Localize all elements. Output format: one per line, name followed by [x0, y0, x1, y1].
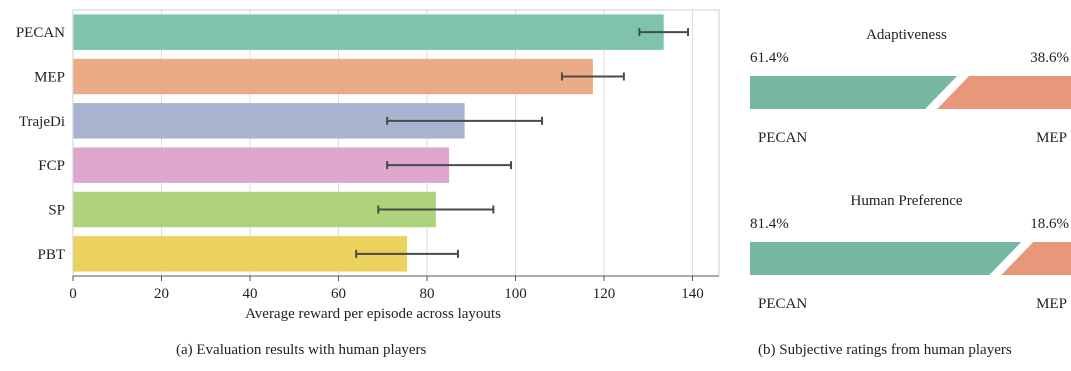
x-tick-label: 60 — [331, 286, 346, 302]
rating-panel-human-preference: Human Preference 81.4% 18.6% PECAN MEP — [750, 193, 1071, 312]
category-label: FCP — [38, 158, 65, 174]
bar-pecan — [73, 14, 664, 50]
category-label: PBT — [37, 247, 65, 263]
rating-title: Human Preference — [850, 193, 962, 209]
right-name-label: MEP — [1036, 296, 1067, 312]
category-label: PECAN — [16, 25, 65, 41]
right-percent-label: 18.6% — [1030, 216, 1069, 232]
left-name-label: PECAN — [758, 130, 807, 146]
x-tick-label: 120 — [593, 286, 616, 302]
bar-sp — [73, 191, 436, 228]
error-bar-fcp — [386, 161, 513, 170]
x-tick-label: 100 — [504, 286, 527, 302]
bar-pbt — [73, 236, 408, 272]
left-percent-label: 81.4% — [750, 216, 789, 232]
left-name-label: PECAN — [758, 296, 807, 312]
rating-bar-pecan — [750, 242, 1022, 275]
category-label: SP — [48, 203, 65, 219]
x-tick-label: 140 — [681, 286, 704, 302]
evaluation-bar-chart: PECAN MEP TrajeDi FCP SP PBT 0 20 40 60 80 100 120 14… — [16, 9, 720, 322]
right-percent-label: 38.6% — [1030, 50, 1069, 66]
x-tick-label: 0 — [69, 286, 77, 302]
x-tick-label: 40 — [242, 286, 257, 302]
x-axis-title: Average reward per episode across layout… — [245, 306, 501, 322]
rating-title: Adaptiveness — [866, 27, 947, 43]
error-bar-sp — [377, 205, 495, 214]
left-percent-label: 61.4% — [750, 50, 789, 66]
x-tick-label: 80 — [419, 286, 434, 302]
rating-bar-mep — [937, 76, 1071, 109]
bar-mep — [73, 58, 593, 95]
rating-bar-mep — [1001, 242, 1071, 275]
caption-evaluation: (a) Evaluation results with human player… — [176, 342, 427, 358]
rating-panel-adaptiveness: Adaptiveness 61.4% 38.6% PECAN MEP — [750, 27, 1071, 146]
category-label: TrajeDi — [19, 114, 65, 130]
right-name-label: MEP — [1036, 130, 1067, 146]
error-bar-mep — [560, 72, 625, 81]
error-bar-pecan — [638, 28, 690, 37]
error-bar-trajedi — [386, 116, 544, 125]
error-bar-pbt — [355, 249, 459, 258]
x-tick-label: 20 — [154, 286, 169, 302]
caption-subjective: (b) Subjective ratings from human player… — [758, 342, 1012, 358]
category-label: MEP — [34, 70, 65, 86]
rating-bar-pecan — [750, 76, 958, 109]
